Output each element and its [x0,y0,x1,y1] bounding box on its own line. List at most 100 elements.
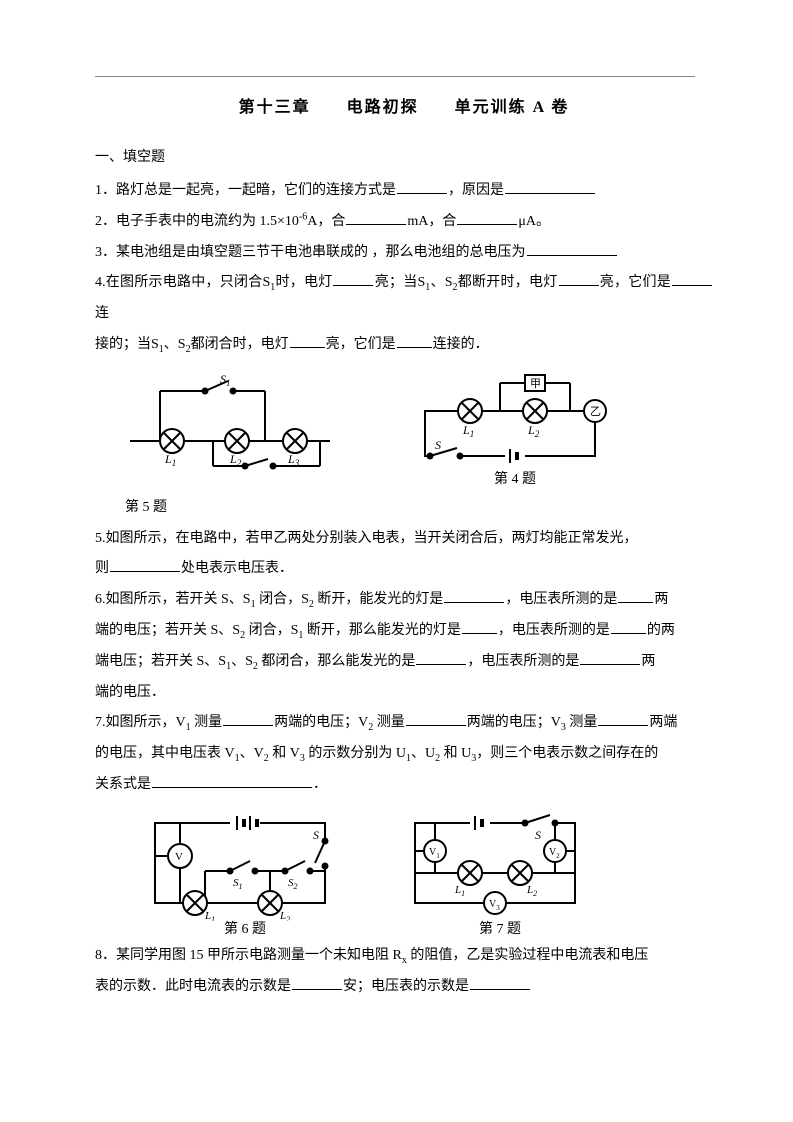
blank [470,975,530,990]
q6-b: 闭合，S [256,592,309,607]
q4-e: 都断开时，电灯 [458,275,558,290]
page-title: 第十三章 电路初探 单元训练 A 卷 [95,90,713,125]
question-7c: 关系式是 ． [95,770,713,801]
figure-row-1: L1 L2 L3 S1 S2 [125,371,713,487]
q7-b: 测量 [191,715,223,730]
question-6d: 端的电压． [95,678,713,709]
q7-m: 和 U [440,746,471,761]
q6-g: 闭合，S [245,623,298,638]
q6-h: 断开，那么能发光的灯是 [303,623,461,638]
question-6: 6.如图所示，若开关 S、S1 闭合，S2 断开，能发光的灯是，电压表所测的是两 [95,585,713,616]
figure-7-block: V1 V2 V3 S L1 L2 第 7 题 [405,811,595,937]
q4-j: 都闭合时，电灯 [191,337,289,352]
circuit-diagram-q7: V1 V2 V3 S L1 L2 [405,811,595,921]
q6-j: 的两 [647,623,675,638]
blank [618,588,653,603]
q5-a: 5.如图所示，在电路中，若甲乙两处分别装入电表，当开关闭合后，两灯均能正常发光， [95,531,638,546]
svg-text:L2: L2 [229,452,242,468]
blank [527,241,617,256]
q4-h: 接的；当S [95,337,159,352]
q6-l: 、S [231,654,253,669]
q7-c: 两端的电压；V [274,715,368,730]
q7-o: 关系式是 [95,777,151,792]
question-7b: 的电压，其中电压表 V1、V2 和 V3 的示数分别为 U1、U2 和 U3，则… [95,739,713,770]
q1-text-a: 1．路灯总是一起亮，一起暗，它们的连接方式是 [95,183,396,198]
svg-text:L1: L1 [454,884,465,898]
blank [346,210,406,225]
blank [559,271,599,286]
q7-k: 的示数分别为 U [305,746,406,761]
q6-c: 断开，能发光的灯是 [314,592,444,607]
q3-text-a: 3．某电池组是由填空题三节干电池串联成的 ，那么电池组的总电压为 [95,245,526,260]
blank [505,179,595,194]
svg-text:L1: L1 [164,452,176,468]
blank [598,711,648,726]
q2-text-d: μA。 [518,214,550,229]
q6-n: ，电压表所测的是 [467,654,579,669]
q1-text-b: ，原因是 [448,183,504,198]
question-8: 8．某同学用图 15 甲所示电路测量一个未知电阻 Rx 的阻值，乙是实验过程中电… [95,941,713,972]
blank [611,619,646,634]
q4-f: 亮，它们是 [600,275,671,290]
caption-4: 第 4 题 [415,473,615,487]
q7-g: 两端 [649,715,677,730]
caption-5: 第 5 题 [125,493,713,524]
svg-text:L2: L2 [526,884,537,898]
svg-text:S: S [435,438,441,452]
q4-g: 连 [95,306,109,321]
q6-k: 端电压；若开关 S、S [95,654,226,669]
q6-d: ，电压表所测的是 [505,592,617,607]
q7-e: 两端的电压；V [467,715,561,730]
question-3: 3．某电池组是由填空题三节干电池串联成的 ，那么电池组的总电压为 [95,238,713,269]
q7-p: ． [313,777,327,792]
figure-4-block: 甲 乙 L1 L2 S 第 4 题 [415,371,615,487]
blank [397,179,447,194]
svg-text:L1: L1 [204,910,215,921]
q7-h: 的电压，其中电压表 V [95,746,235,761]
blank [416,650,466,665]
question-6c: 端电压；若开关 S、S1、S2 都闭合，那么能发光的是，电压表所测的是两 [95,647,713,678]
svg-text:V: V [175,851,183,863]
q7-i: 、V [240,746,264,761]
question-4: 4.在图所示电路中，只闭合S1时，电灯亮；当S1、S2都断开时，电灯亮，它们是连 [95,268,713,330]
q6-m: 都闭合，那么能发光的是 [258,654,416,669]
q7-l: 、U [411,746,435,761]
figure-5-block: L1 L2 L3 S1 S2 [125,371,335,487]
q4-c: 亮；当S [374,275,425,290]
question-7: 7.如图所示，V1 测量两端的电压；V2 测量两端的电压；V3 测量两端 [95,708,713,739]
blank [444,588,504,603]
circuit-diagram-q6: V S S1 S2 L1 L2 [145,811,345,921]
q4-d: 、S [430,275,452,290]
question-8b: 表的示数．此时电流表的示数是安；电压表的示数是 [95,972,713,1003]
q6-i: ，电压表所测的是 [498,623,610,638]
figure-6-block: V S S1 S2 L1 L2 第 6 题 [145,811,345,937]
svg-text:S: S [535,828,541,842]
blank [223,711,273,726]
q6-p: 端的电压． [95,685,165,700]
q2-text-a: 2．电子手表中的电流约为 1.5×10 [95,214,299,229]
q4-b: 时，电灯 [275,275,332,290]
q2-text-b: A，合 [307,214,345,229]
q8-c: 表的示数．此时电流表的示数是 [95,979,291,994]
exponent: -6 [299,211,307,222]
q4-l: 连接的． [433,337,489,352]
yi-label: 乙 [590,405,601,418]
q7-d: 测量 [373,715,405,730]
blank [406,711,466,726]
svg-text:S1: S1 [220,372,231,388]
question-5b: 则处电表示电压表． [95,554,713,585]
svg-text:L2: L2 [279,910,290,921]
blank [152,773,312,788]
circuit-diagram-q4: 甲 乙 L1 L2 S [415,371,615,471]
blank [290,333,325,348]
top-rule [95,76,695,77]
q8-a: 8．某同学用图 15 甲所示电路测量一个未知电阻 R [95,948,402,963]
svg-text:L1: L1 [462,423,474,439]
q7-n: ，则三个电表示数之间存在的 [476,746,658,761]
caption-7: 第 7 题 [405,923,595,937]
blank [462,619,497,634]
q4-i: 、S [164,337,186,352]
blank [333,271,373,286]
question-1: 1．路灯总是一起亮，一起暗，它们的连接方式是 ，原因是 [95,176,713,207]
question-2: 2．电子手表中的电流约为 1.5×10-6A，合mA，合μA。 [95,207,713,238]
